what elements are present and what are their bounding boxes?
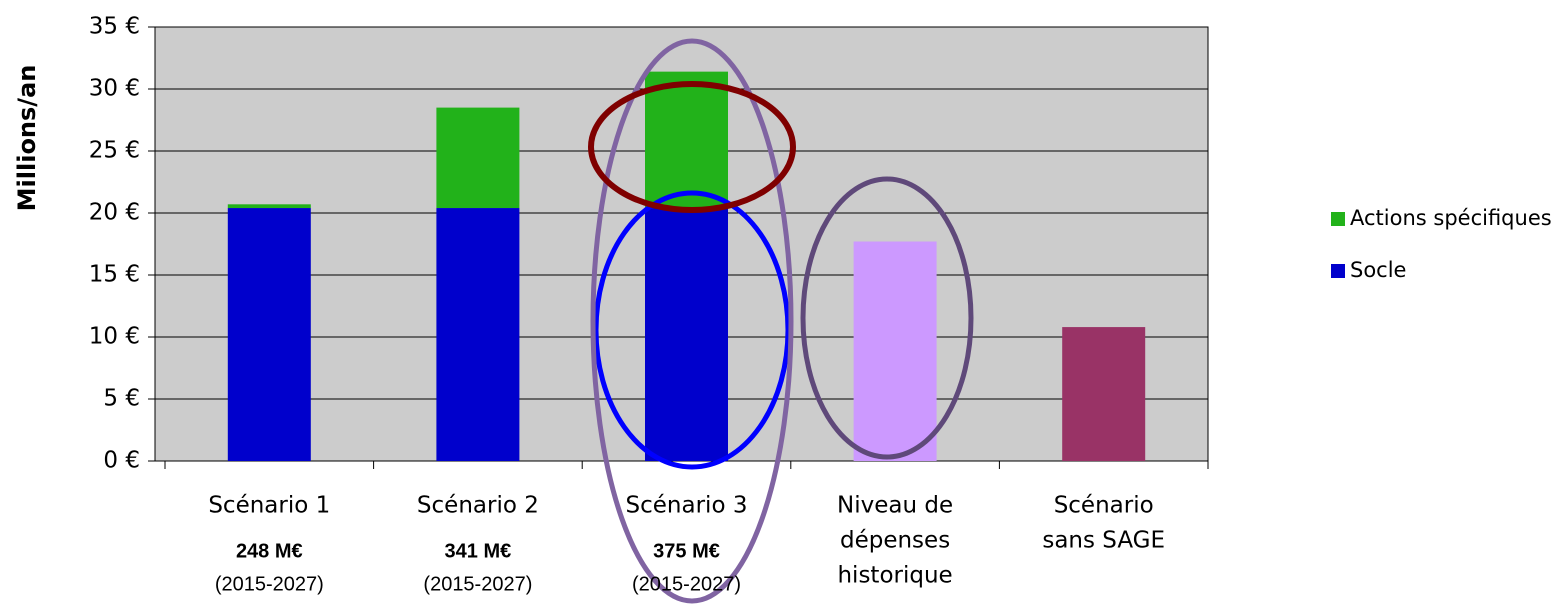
x-tick-label: Scénario 3	[626, 493, 748, 519]
legend-label: Actions spécifiques	[1350, 206, 1552, 230]
bar-segment	[436, 107, 520, 209]
highlight-ellipse	[590, 38, 794, 604]
y-tick-label: 30 €	[89, 76, 140, 102]
y-tick-label: 10 €	[89, 324, 140, 350]
y-tick-label: 15 €	[89, 262, 140, 288]
category-period: (2015-2027)	[632, 573, 741, 595]
highlight-ellipse	[593, 190, 791, 470]
y-tick-label: 25 €	[89, 138, 140, 164]
y-tick-label: 20 €	[89, 200, 140, 226]
bar-segment	[227, 208, 311, 461]
x-tick-label: sans SAGE	[1042, 528, 1165, 554]
legend-swatch	[1331, 264, 1345, 278]
category-period: (2015-2027)	[215, 573, 324, 595]
category-total: 375 M€	[653, 540, 720, 562]
legend-label: Socle	[1350, 258, 1406, 282]
category-total: 248 M€	[236, 540, 303, 562]
category-period: (2015-2027)	[423, 573, 532, 595]
y-tick-label: 5 €	[103, 386, 140, 412]
bar-segment	[227, 204, 311, 209]
highlight-ellipse	[588, 81, 796, 213]
y-axis-title: Millions/an	[13, 65, 41, 212]
x-tick-label: Scénario	[1054, 493, 1154, 519]
bar-segment	[645, 71, 728, 209]
highlight-ellipse	[800, 176, 974, 460]
y-tick-label: 0 €	[103, 448, 140, 474]
x-tick-label: Scénario 1	[208, 493, 330, 519]
x-tick-label: historique	[837, 563, 952, 589]
bar	[853, 241, 937, 461]
category-total: 341 M€	[445, 540, 512, 562]
bar-segment	[645, 208, 728, 461]
x-tick-label: dépenses	[840, 528, 950, 554]
x-tick-label: Scénario 2	[417, 493, 539, 519]
bar	[1062, 327, 1146, 461]
x-tick-label: Niveau de	[837, 493, 953, 519]
bar-segment	[436, 208, 520, 461]
y-tick-label: 35 €	[89, 14, 140, 40]
legend-swatch	[1331, 212, 1345, 226]
